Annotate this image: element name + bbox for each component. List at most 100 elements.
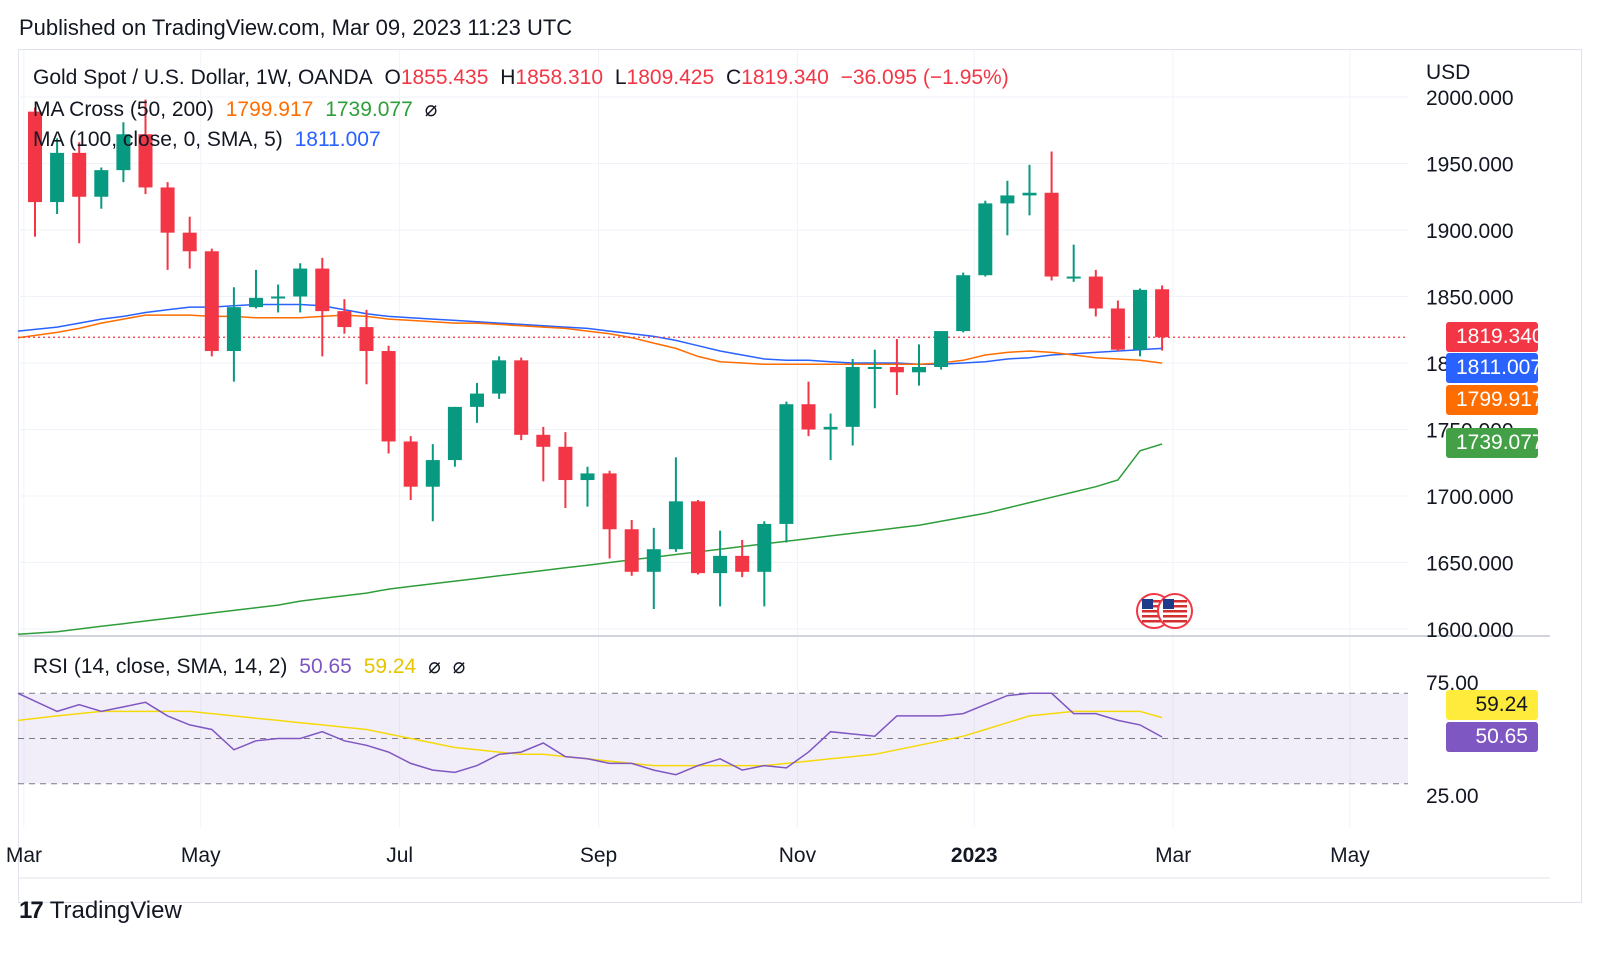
candle — [1066, 244, 1081, 282]
legend-rsi-value: 50.65 — [299, 655, 352, 678]
legend-low-value: 1809.425 — [626, 66, 715, 89]
candle-body — [293, 268, 308, 297]
candle-body — [779, 404, 794, 524]
candle-body — [536, 434, 551, 447]
ma50-line — [17, 314, 1163, 366]
candle — [558, 432, 573, 508]
hidden-icon[interactable]: ⌀ — [424, 98, 438, 121]
candle — [204, 248, 219, 357]
candle-body — [602, 473, 617, 530]
candle-body — [1088, 276, 1103, 309]
price-tag-ma50: 1799.917 — [1446, 385, 1544, 415]
hidden-icon[interactable]: ⌀ — [452, 655, 466, 678]
candle — [271, 284, 286, 313]
candle-body — [1110, 308, 1125, 350]
candle — [735, 539, 750, 578]
legend-symbol-row[interactable]: Gold Spot / U.S. Dollar, 1W, OANDA O1855… — [33, 66, 1015, 90]
candle-body — [138, 134, 153, 188]
legend-ma200-value: 1739.077 — [325, 98, 413, 121]
candle — [50, 138, 65, 215]
legend-rsi-label: RSI (14, close, SMA, 14, 2) — [33, 655, 288, 678]
flag-stripe — [1163, 615, 1187, 618]
flag-stripe — [1142, 600, 1166, 603]
candle-body — [668, 501, 683, 550]
candle — [182, 216, 197, 269]
candle-body — [757, 523, 772, 572]
candle-body — [978, 203, 993, 276]
legend-high: H1858.310 — [500, 66, 604, 89]
candle-body — [889, 366, 904, 373]
candle-body — [558, 446, 573, 481]
legend-rsi-row[interactable]: RSI (14, close, SMA, 14, 2) 50.65 59.24 … — [33, 654, 471, 679]
candle-body — [912, 366, 926, 373]
candle — [978, 200, 993, 277]
brand-name: TradingView — [49, 897, 182, 924]
candle-body — [735, 555, 750, 572]
event-flags — [1136, 593, 1193, 629]
candles — [28, 99, 1170, 610]
ma100-line — [17, 303, 1163, 366]
rsi-tick-label: 25.00 — [1426, 785, 1479, 808]
rsi-sma-line — [17, 710, 1163, 767]
candle — [1044, 151, 1059, 281]
rsi-line — [17, 692, 1163, 776]
candle-body — [249, 297, 263, 308]
candle-body — [94, 170, 109, 197]
candle — [116, 122, 131, 183]
price-tag-close: 1819.340 — [1446, 322, 1544, 352]
legend-ma-cross-label: MA Cross (50, 200) — [33, 98, 214, 121]
tradingview-logo-icon: 17 — [19, 897, 44, 924]
legend-ma50-value: 1799.917 — [225, 98, 314, 121]
candle-body — [381, 351, 396, 442]
flag-stripe — [1163, 620, 1187, 623]
grid — [18, 50, 1550, 879]
flag-stripe — [1142, 615, 1166, 618]
candle — [249, 269, 263, 309]
time-axis: Mar May Jul Sep Nov 2023 Mar May — [6, 844, 1370, 867]
time-tick-label: 2023 — [951, 844, 998, 867]
price-tick-label: 1950.000 — [1426, 154, 1514, 177]
price-tag-rsi-sma: 59.24 — [1446, 690, 1538, 720]
candle-body — [204, 251, 219, 352]
candle — [315, 257, 330, 357]
candle — [934, 331, 949, 370]
candle-body — [50, 152, 65, 203]
hidden-icon[interactable]: ⌀ — [428, 655, 441, 678]
legend-ma-cross-row[interactable]: MA Cross (50, 200) 1799.917 1739.077 ⌀ — [33, 97, 443, 122]
chart-frame[interactable] — [18, 49, 1582, 903]
candle — [801, 381, 816, 437]
legend-ma100-label: MA (100, close, 0, SMA, 5) — [33, 128, 283, 151]
price-tag-ma100: 1811.007 — [1446, 353, 1542, 383]
legend-symbol: Gold Spot / U.S. Dollar, 1W, OANDA — [33, 66, 373, 89]
candle-body — [691, 501, 705, 574]
legend-open-value: 1855.435 — [400, 66, 489, 89]
indicator-lines — [17, 303, 1408, 776]
candle-body — [271, 296, 286, 299]
rsi-band — [18, 692, 1408, 785]
candle — [1022, 164, 1037, 216]
candle-body — [226, 307, 241, 352]
flag-stripe — [1142, 610, 1166, 613]
candle-body — [1155, 289, 1170, 338]
candle-body — [160, 187, 175, 233]
currency-label: USD — [1426, 61, 1471, 84]
candle-body — [514, 360, 529, 435]
footer-brand[interactable]: 17 TradingView — [19, 897, 182, 925]
us-flag-icon — [1157, 593, 1193, 629]
price-tick-label: 2000.000 — [1426, 87, 1514, 110]
candle — [713, 530, 728, 607]
ma200-line — [17, 443, 1163, 636]
candle-body — [1044, 192, 1059, 277]
time-tick-label: May — [181, 844, 221, 867]
candle-body — [867, 366, 882, 369]
candle — [94, 167, 109, 209]
rsi-tick-label: 75.00 — [1426, 672, 1479, 695]
time-tick-label: Jul — [386, 844, 413, 867]
candle-body — [1133, 289, 1147, 350]
candle — [912, 344, 926, 386]
legend-ma100-row[interactable]: MA (100, close, 0, SMA, 5) 1811.007 — [33, 128, 387, 152]
candle — [1088, 269, 1103, 317]
candle — [1000, 180, 1015, 236]
candle-body — [624, 529, 639, 572]
